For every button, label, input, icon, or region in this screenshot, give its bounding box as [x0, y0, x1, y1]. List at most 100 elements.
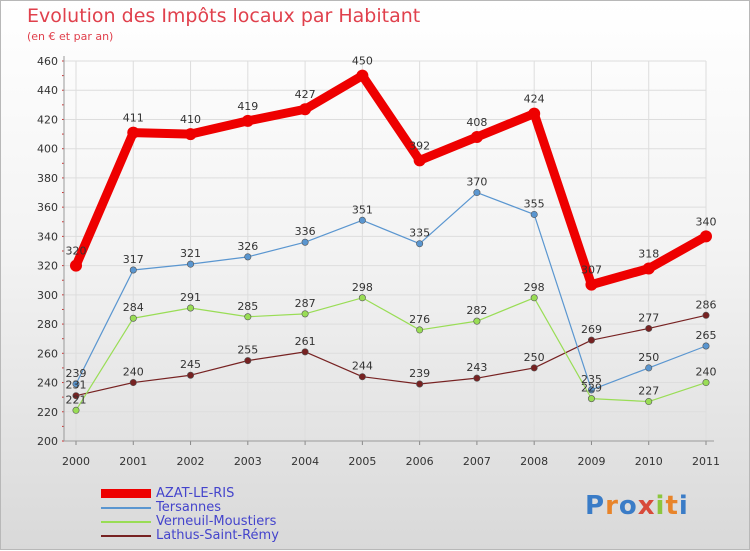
- data-point: [127, 126, 140, 139]
- data-label: 291: [180, 291, 201, 304]
- data-label: 298: [524, 281, 545, 294]
- y-tick-label: 320: [37, 260, 58, 273]
- data-label: 326: [237, 240, 258, 253]
- series-line-1: [75, 191, 707, 391]
- data-labels: 320 411 410 419 427 450 392 408 424 307 318 340 239 3…: [66, 55, 717, 407]
- legend-label: Tersannes: [156, 500, 222, 515]
- data-point: [358, 216, 366, 224]
- data-point: [645, 398, 653, 406]
- x-tick-label: 2005: [348, 455, 376, 468]
- data-label: 245: [180, 358, 201, 371]
- series-line-0: [71, 71, 711, 290]
- logo-letter: o: [618, 491, 638, 521]
- data-point: [356, 69, 369, 82]
- logo-letter: x: [637, 491, 656, 521]
- legend-swatch: [101, 535, 151, 537]
- data-point: [187, 304, 195, 312]
- y-tick-label: 460: [37, 55, 58, 68]
- legend-item: Tersannes: [101, 500, 361, 515]
- data-label: 243: [466, 361, 487, 374]
- data-point: [530, 210, 538, 218]
- data-label: 410: [180, 113, 201, 126]
- data-label: 229: [581, 382, 602, 395]
- data-label: 282: [466, 304, 487, 317]
- data-point: [530, 364, 538, 372]
- legend-label: Lathus-Saint-Rémy: [156, 528, 279, 543]
- data-point: [700, 230, 712, 243]
- data-point: [702, 311, 710, 319]
- data-label: 265: [696, 329, 717, 342]
- logo-letter: i: [655, 491, 666, 521]
- data-point: [358, 294, 366, 302]
- data-label: 227: [638, 385, 659, 398]
- data-label: 427: [295, 88, 316, 101]
- data-point: [187, 260, 195, 268]
- data-label: 351: [352, 203, 373, 216]
- data-label: 250: [638, 351, 659, 364]
- x-tick-label: 2006: [406, 455, 434, 468]
- data-label: 298: [352, 281, 373, 294]
- data-point: [241, 114, 254, 127]
- data-point: [416, 326, 424, 334]
- data-label: 231: [66, 379, 87, 392]
- data-point: [470, 131, 483, 143]
- data-label: 419: [237, 100, 258, 113]
- data-label: 340: [696, 215, 717, 228]
- y-tick-label: 400: [37, 143, 58, 156]
- logo-letter: P: [585, 491, 606, 521]
- data-label: 287: [295, 297, 316, 310]
- data-label: 235: [581, 373, 602, 386]
- y-tick-label: 380: [37, 172, 58, 185]
- data-point: [358, 373, 366, 381]
- series-line-3: [75, 314, 707, 397]
- data-point: [645, 324, 653, 332]
- data-point: [645, 364, 653, 372]
- data-point: [587, 386, 595, 394]
- data-label: 424: [524, 93, 545, 106]
- data-point: [72, 392, 80, 400]
- data-label: 240: [123, 366, 144, 379]
- data-point: [301, 310, 309, 318]
- data-point: [473, 374, 481, 382]
- legend-label: Verneuil-Moustiers: [156, 514, 277, 529]
- data-label: 239: [409, 367, 430, 380]
- legend-label: AZAT-LE-RIS: [156, 486, 235, 501]
- data-point: [244, 253, 252, 261]
- data-label: 261: [295, 335, 316, 348]
- legend-swatch: [101, 521, 151, 523]
- data-point: [301, 238, 309, 246]
- series-line-2: [75, 297, 707, 411]
- data-point: [416, 380, 424, 388]
- data-label: 255: [237, 344, 258, 357]
- data-point: [70, 259, 82, 272]
- data-label: 335: [409, 227, 430, 240]
- x-tick-label: 2009: [577, 455, 605, 468]
- chart-subtitle: (en € et par an): [27, 30, 114, 43]
- data-point: [301, 348, 309, 356]
- data-point: [129, 379, 137, 387]
- data-point: [528, 107, 541, 120]
- legend-swatch: [101, 489, 151, 498]
- chart-title: Evolution des Impôts locaux par Habitant: [27, 5, 421, 27]
- logo-letter: t: [665, 491, 679, 521]
- data-point: [587, 395, 595, 403]
- data-label: 240: [696, 366, 717, 379]
- data-point: [72, 406, 80, 414]
- y-tick-label: 240: [37, 377, 58, 390]
- data-point: [530, 294, 538, 302]
- legend-item: Verneuil-Moustiers: [101, 514, 361, 529]
- data-label: 277: [638, 311, 659, 324]
- data-point: [702, 342, 710, 350]
- data-point: [413, 154, 426, 167]
- x-tick-label: 2008: [520, 455, 548, 468]
- x-tick-label: 2010: [635, 455, 663, 468]
- data-label: 269: [581, 323, 602, 336]
- data-point: [642, 262, 655, 275]
- data-point: [187, 371, 195, 379]
- data-label: 370: [466, 176, 487, 189]
- axes: 200 220 240 260 280 300 320 340 360 380 400 420 440 4…: [37, 55, 720, 468]
- data-point: [702, 379, 710, 387]
- data-point: [587, 336, 595, 344]
- data-label: 450: [352, 55, 373, 68]
